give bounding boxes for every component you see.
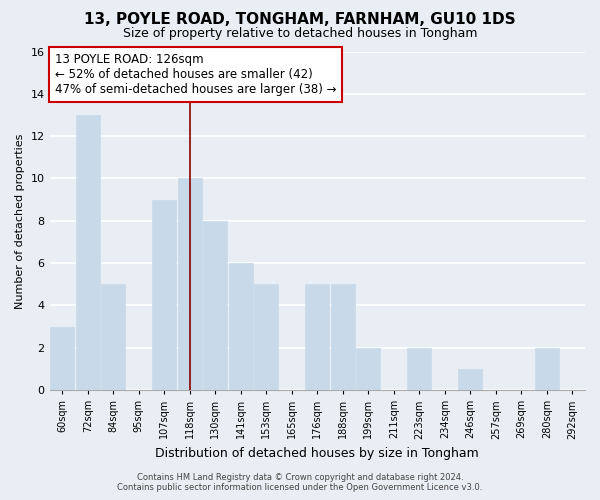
Bar xyxy=(254,284,278,390)
Bar xyxy=(203,221,227,390)
Bar xyxy=(152,200,176,390)
Bar xyxy=(101,284,125,390)
Bar xyxy=(50,326,74,390)
Bar xyxy=(407,348,431,390)
Bar xyxy=(356,348,380,390)
Text: 13 POYLE ROAD: 126sqm
← 52% of detached houses are smaller (42)
47% of semi-deta: 13 POYLE ROAD: 126sqm ← 52% of detached … xyxy=(55,53,337,96)
Bar xyxy=(458,369,482,390)
Bar xyxy=(331,284,355,390)
Bar xyxy=(229,263,253,390)
Bar xyxy=(178,178,202,390)
X-axis label: Distribution of detached houses by size in Tongham: Distribution of detached houses by size … xyxy=(155,447,479,460)
Y-axis label: Number of detached properties: Number of detached properties xyxy=(15,133,25,308)
Bar xyxy=(535,348,559,390)
Text: Contains HM Land Registry data © Crown copyright and database right 2024.
Contai: Contains HM Land Registry data © Crown c… xyxy=(118,473,482,492)
Text: 13, POYLE ROAD, TONGHAM, FARNHAM, GU10 1DS: 13, POYLE ROAD, TONGHAM, FARNHAM, GU10 1… xyxy=(84,12,516,28)
Bar xyxy=(305,284,329,390)
Text: Size of property relative to detached houses in Tongham: Size of property relative to detached ho… xyxy=(123,28,477,40)
Bar xyxy=(76,115,100,390)
